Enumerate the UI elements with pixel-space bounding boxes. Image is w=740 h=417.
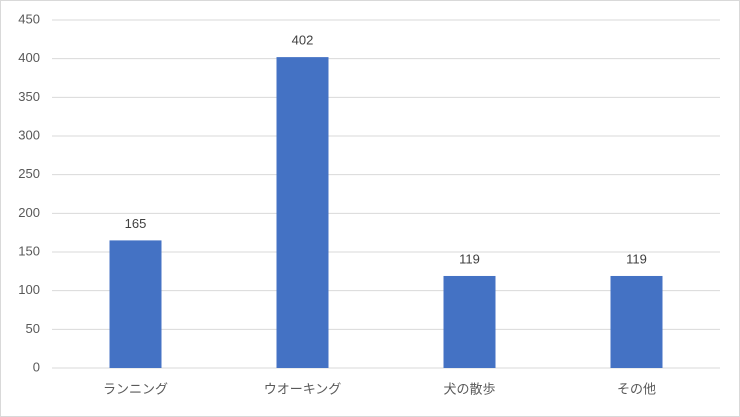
y-tick-label: 350 [18,89,40,104]
y-tick-label: 150 [18,243,40,258]
data-label: 119 [459,251,480,266]
bar [109,240,162,368]
data-label: 402 [292,33,314,48]
y-tick-label: 300 [18,127,40,142]
bar [443,275,496,368]
x-tick-label: ランニング [103,381,168,396]
y-tick-label: 0 [33,359,40,374]
bar [276,57,329,369]
x-tick-label: 犬の散歩 [443,381,495,396]
y-tick-label: 250 [18,166,40,181]
data-label: 165 [125,216,147,231]
y-tick-label: 400 [18,50,40,65]
y-tick-label: 50 [26,321,40,336]
y-tick-label: 100 [18,282,40,297]
x-tick-label: ウオーキング [264,381,342,396]
x-tick-label: その他 [617,381,656,396]
y-tick-label: 200 [18,205,40,220]
bar [610,275,663,368]
data-label: 119 [626,251,647,266]
y-tick-label: 450 [18,11,40,26]
